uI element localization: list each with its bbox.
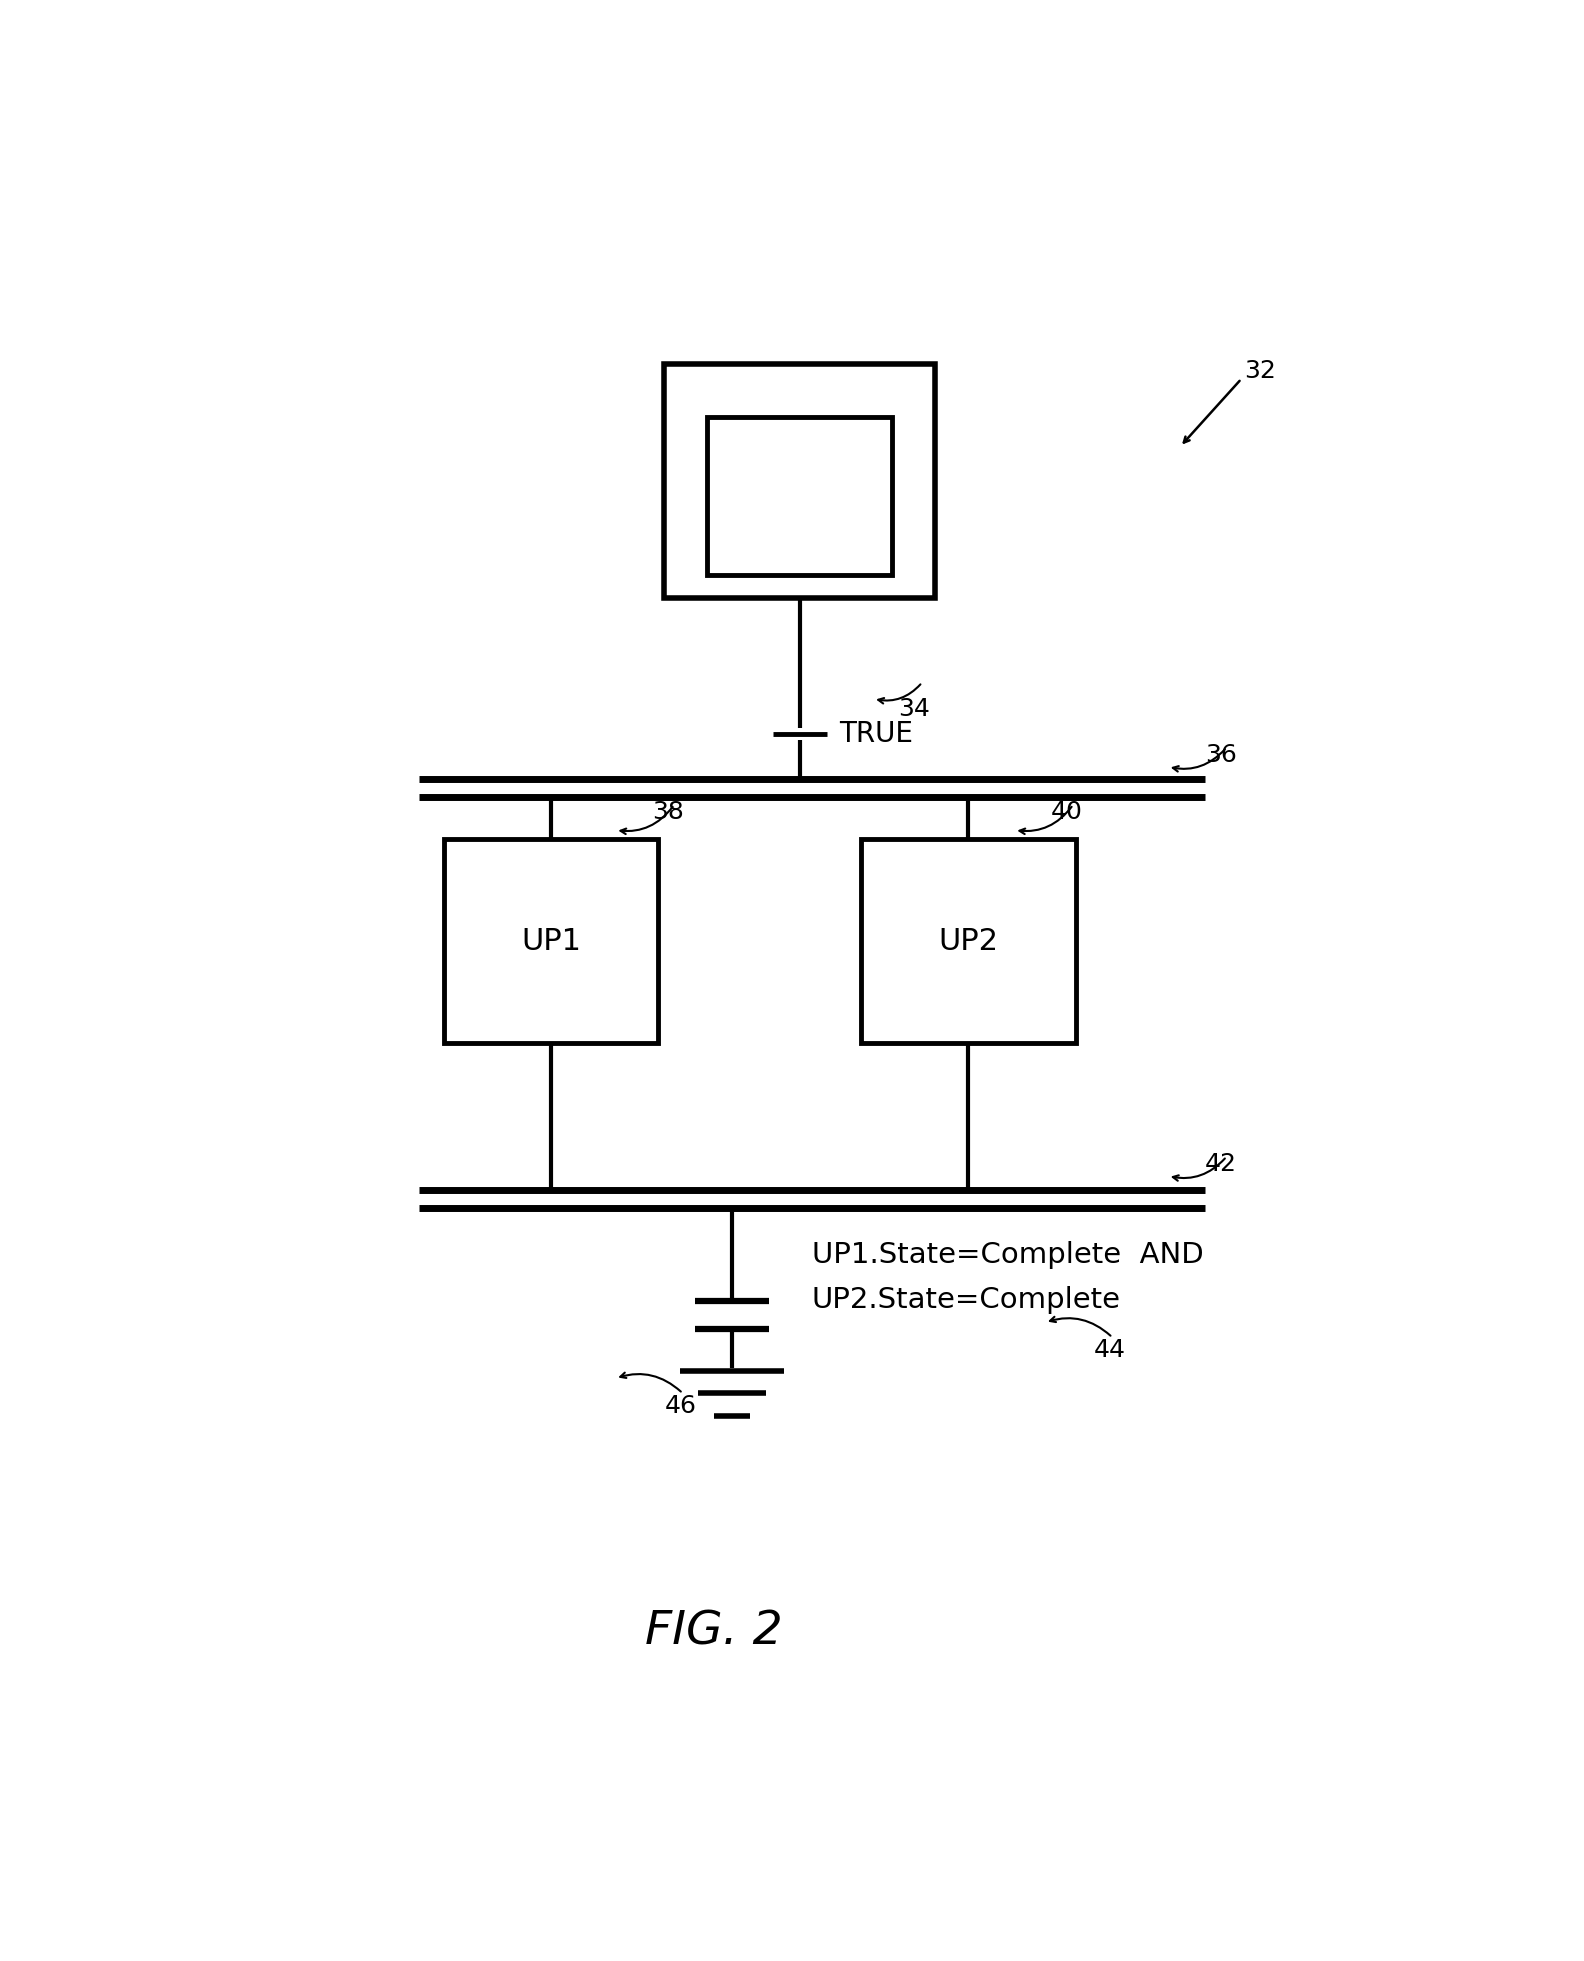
Text: UP2: UP2 <box>938 928 998 955</box>
Text: 32: 32 <box>1243 359 1275 382</box>
Text: 42: 42 <box>1205 1151 1237 1177</box>
Bar <box>862 839 1076 1043</box>
Bar <box>665 363 935 598</box>
Text: 46: 46 <box>665 1394 697 1418</box>
Text: 38: 38 <box>653 800 684 824</box>
Text: FIG. 2: FIG. 2 <box>645 1610 782 1655</box>
Text: 44: 44 <box>1095 1337 1126 1361</box>
Text: 34: 34 <box>898 698 930 722</box>
Text: 40: 40 <box>1052 800 1083 824</box>
Bar <box>708 416 892 575</box>
Text: UP1: UP1 <box>521 928 581 955</box>
Bar <box>444 839 659 1043</box>
Text: UP2.State=Complete: UP2.State=Complete <box>813 1286 1121 1314</box>
Text: 36: 36 <box>1205 743 1237 767</box>
Text: UP1.State=Complete  AND: UP1.State=Complete AND <box>813 1241 1204 1269</box>
Text: TRUE: TRUE <box>840 720 912 747</box>
